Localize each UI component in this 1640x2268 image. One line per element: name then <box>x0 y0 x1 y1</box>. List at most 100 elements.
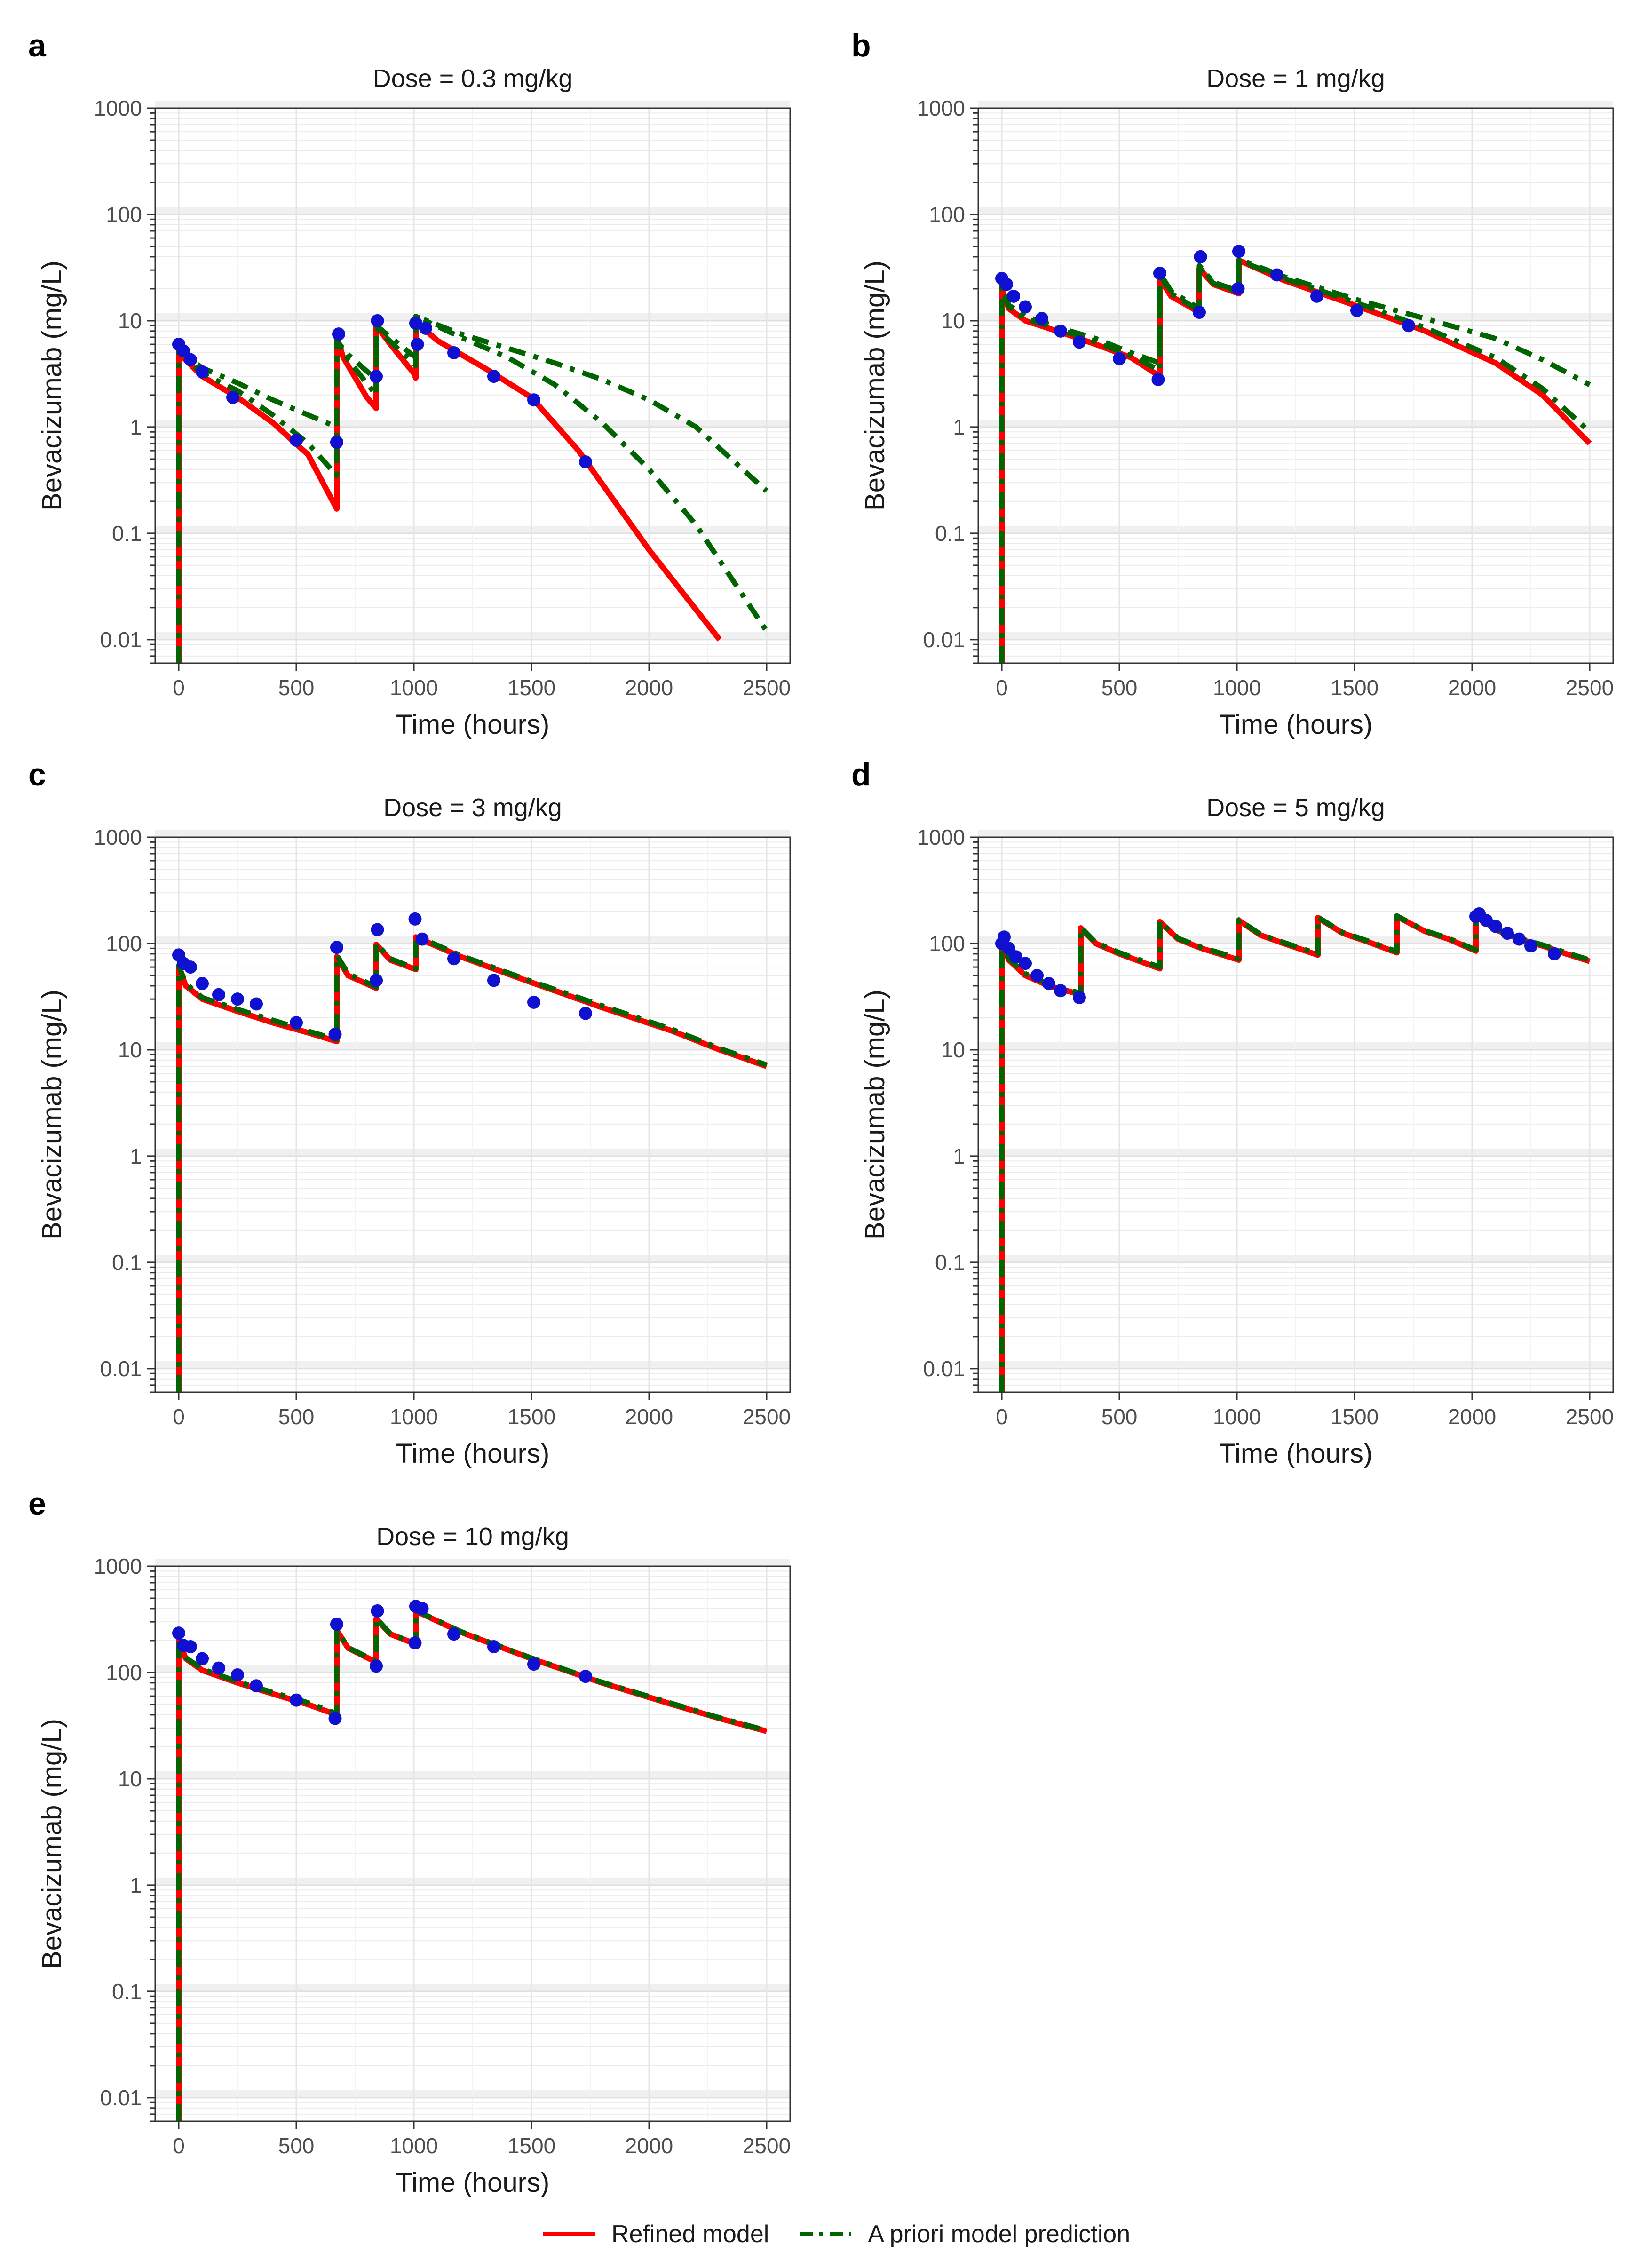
observed-point <box>328 1027 342 1041</box>
observed-point <box>226 390 239 404</box>
legend-label-refined: Refined model <box>611 2220 769 2248</box>
x-tick-label: 2000 <box>625 2133 673 2158</box>
y-tick-label: 0.01 <box>100 1356 142 1381</box>
x-axis-label: Time (hours) <box>1219 1438 1373 1469</box>
x-tick-label: 0 <box>996 675 1008 700</box>
panel-letter: d <box>851 757 871 793</box>
observed-point <box>1513 932 1526 946</box>
series-line-apriori <box>176 933 768 1392</box>
x-tick-label: 500 <box>278 675 315 700</box>
observed-point <box>184 960 197 974</box>
y-tick-label: 1000 <box>917 825 965 849</box>
y-tick-label: 1 <box>953 415 965 439</box>
observed-point <box>332 327 345 341</box>
x-tick-label: 0 <box>173 2133 185 2158</box>
observed-point <box>408 1636 422 1649</box>
x-tick-label: 2500 <box>1566 1404 1614 1429</box>
series-line-apriori <box>176 314 769 663</box>
panel-letter: c <box>28 757 46 793</box>
chart-title: Dose = 1 mg/kg <box>1206 64 1385 93</box>
observed-point <box>1113 352 1126 365</box>
observed-point <box>415 1602 429 1615</box>
observed-point <box>1000 278 1013 291</box>
x-tick-label: 2500 <box>743 2133 791 2158</box>
observed-point <box>212 988 225 1001</box>
x-tick-label: 0 <box>173 1404 185 1429</box>
x-tick-label: 2500 <box>743 675 791 700</box>
plot-border <box>977 107 1614 664</box>
observed-point <box>527 1657 540 1671</box>
observed-point <box>1501 927 1514 940</box>
x-tick-label: 500 <box>278 1404 315 1429</box>
observed-point <box>1009 950 1022 964</box>
x-tick-label: 2500 <box>743 1404 791 1429</box>
observed-point <box>231 1668 244 1682</box>
observed-point <box>1402 319 1415 333</box>
observed-point <box>1194 250 1207 263</box>
observed-point <box>184 1640 197 1654</box>
x-tick-label: 0 <box>996 1404 1008 1429</box>
plot-border <box>154 107 791 664</box>
x-tick-label: 2500 <box>1566 675 1614 700</box>
observed-point <box>1042 977 1055 991</box>
observed-point <box>212 1661 225 1675</box>
x-tick-label: 1500 <box>507 675 555 700</box>
observed-point <box>487 1640 500 1654</box>
y-tick-label: 100 <box>929 202 965 227</box>
decade-band <box>978 830 1613 837</box>
y-tick-label: 0.1 <box>112 1250 142 1275</box>
x-tick-label: 1000 <box>390 675 438 700</box>
observed-point <box>1035 312 1048 325</box>
observed-point <box>330 436 343 449</box>
observed-point <box>1232 245 1245 258</box>
x-tick-label: 2000 <box>625 675 673 700</box>
x-tick-label: 1000 <box>1213 1404 1261 1429</box>
chart-panel-c: 0.01 0.1 1 10 100 1000 0 500 1000 1500 2000 2500 Tim… <box>28 757 791 1469</box>
y-tick-label: 0.01 <box>923 1356 965 1381</box>
y-tick-label: 1 <box>953 1144 965 1168</box>
y-tick-label: 10 <box>941 309 965 333</box>
observed-point <box>419 321 432 335</box>
chart-panel-d: 0.01 0.1 1 10 100 1000 0 500 1000 1500 2000 2500 Tim… <box>851 757 1614 1469</box>
x-tick-label: 2000 <box>625 1404 673 1429</box>
observed-point <box>330 1618 343 1631</box>
observed-point <box>1054 324 1067 338</box>
y-tick-label: 10 <box>118 309 142 333</box>
observed-point <box>371 1604 384 1618</box>
observed-point <box>579 1670 592 1683</box>
x-tick-label: 500 <box>1101 1404 1138 1429</box>
decade-band <box>155 101 790 108</box>
observed-point <box>487 370 500 383</box>
observed-point <box>1193 306 1206 319</box>
observed-point <box>370 370 383 383</box>
x-tick-label: 1000 <box>390 1404 438 1429</box>
observed-point <box>411 338 424 351</box>
y-axis-label: Bevacizumab (mg/L) <box>860 990 890 1240</box>
observed-point <box>408 912 422 926</box>
decade-band <box>155 830 790 837</box>
plot-border <box>977 836 1614 1393</box>
y-tick-label: 100 <box>106 202 142 227</box>
y-tick-label: 10 <box>118 1038 142 1062</box>
y-axis-label: Bevacizumab (mg/L) <box>37 990 67 1240</box>
observed-point <box>177 344 190 358</box>
observed-point <box>231 992 244 1006</box>
observed-point <box>184 353 197 366</box>
x-tick-label: 1000 <box>1213 675 1261 700</box>
observed-point <box>1524 939 1537 953</box>
chart-title: Dose = 10 mg/kg <box>376 1523 569 1551</box>
x-axis-label: Time (hours) <box>396 2167 550 2198</box>
observed-point <box>1054 984 1067 998</box>
x-tick-label: 1500 <box>1331 1404 1379 1429</box>
y-tick-label: 1000 <box>94 1554 142 1578</box>
chart-title: Dose = 5 mg/kg <box>1206 793 1385 822</box>
observed-point <box>998 930 1011 944</box>
x-tick-label: 1500 <box>507 2133 555 2158</box>
observed-point <box>1030 968 1044 982</box>
observed-point <box>1480 913 1493 927</box>
y-tick-label: 0.1 <box>112 521 142 546</box>
observed-point <box>447 346 460 359</box>
observed-point <box>527 393 540 407</box>
observed-point <box>447 952 460 966</box>
